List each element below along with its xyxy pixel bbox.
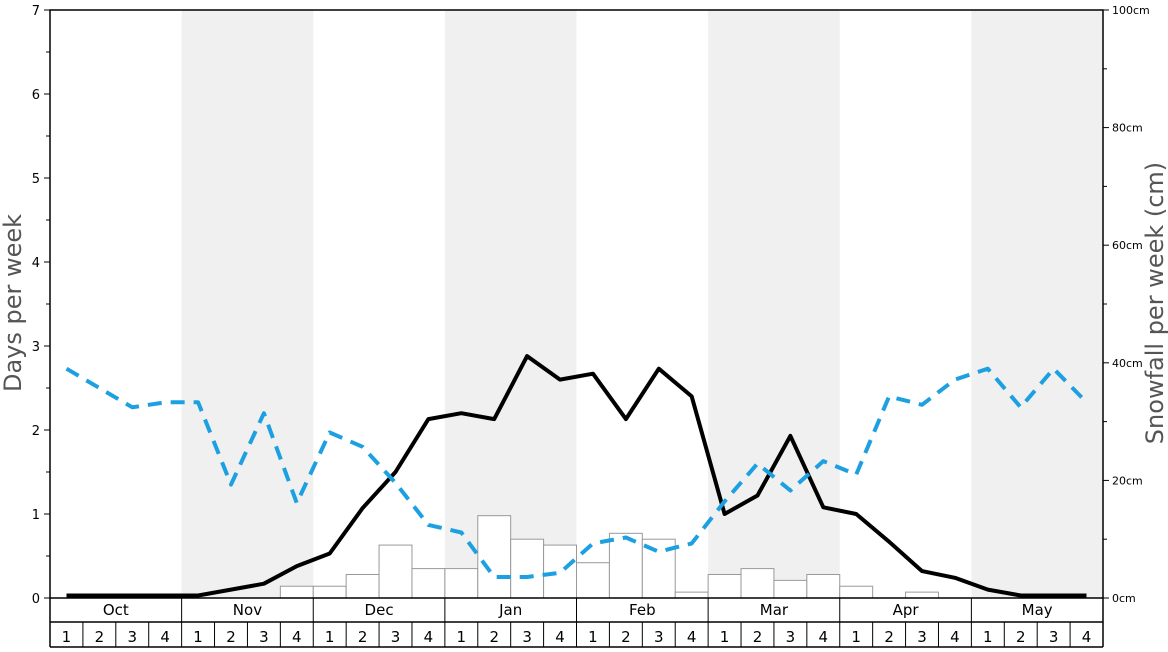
week-label: 3 [522, 628, 532, 646]
month-shade-jan [444, 10, 577, 598]
left-tick-label: 1 [32, 508, 40, 523]
week-label: 3 [391, 628, 401, 646]
data-lines [65, 354, 1088, 598]
snowfall-bar [707, 573, 742, 599]
snowfall-bar [279, 585, 314, 599]
snowfall-bar [543, 544, 577, 599]
week-label: 2 [1016, 628, 1026, 646]
left-tick-label: 5 [32, 172, 40, 187]
snowfall-bar [345, 573, 380, 599]
month-label: Oct [103, 601, 129, 619]
week-label: 3 [786, 628, 796, 646]
snowfall-bar [510, 538, 545, 599]
week-label: 2 [621, 628, 631, 646]
month-label: Feb [629, 601, 656, 619]
week-label: 3 [259, 628, 269, 646]
axes: 0 1 2 3 4 5 6 7 0cm 20cm 40cm 60cm 80cm 100cm Oct Nov De… [32, 4, 1150, 648]
snowfall-bar [839, 585, 874, 599]
week-label: 4 [424, 628, 434, 646]
snowfall-bar [378, 544, 413, 599]
week-label: 1 [62, 628, 72, 646]
month-label: Jan [498, 601, 522, 619]
week-label: 3 [1049, 628, 1059, 646]
week-label: 4 [950, 628, 960, 646]
week-label: 1 [193, 628, 203, 646]
week-label: 4 [687, 628, 697, 646]
week-label: 1 [588, 628, 598, 646]
month-label: Nov [233, 601, 262, 619]
week-label: 1 [325, 628, 335, 646]
left-tick-label: 0 [32, 592, 40, 607]
week-label: 2 [884, 628, 894, 646]
right-tick-label: 100cm [1112, 4, 1150, 17]
snowfall-bar [608, 532, 643, 599]
black-solid-line [66, 354, 1087, 598]
week-label: 1 [457, 628, 467, 646]
week-label: 4 [160, 628, 170, 646]
snowfall-bar [740, 568, 775, 599]
week-label: 2 [95, 628, 105, 646]
right-tick-label: 80cm [1112, 122, 1143, 135]
snowfall-bar [477, 515, 512, 599]
week-label: 1 [720, 628, 730, 646]
snowfall-bars [279, 515, 939, 599]
right-tick-label: 20cm [1112, 474, 1143, 487]
month-label: Mar [760, 601, 789, 619]
snowfall-bar [806, 573, 841, 599]
month-shade-mar [708, 10, 840, 598]
week-label: 3 [127, 628, 137, 646]
left-tick-label: 2 [32, 424, 40, 439]
week-label: 4 [819, 628, 829, 646]
axis-labels: Days per week Snowfall per week (cm) [0, 162, 1168, 444]
week-label: 4 [555, 628, 565, 646]
month-label: Dec [365, 601, 394, 619]
week-label: 1 [851, 628, 861, 646]
month-shade-nov [181, 10, 314, 598]
right-axis-title: Snowfall per week (cm) [1141, 162, 1168, 444]
left-tick-label: 4 [32, 256, 40, 271]
week-label: 1 [983, 628, 993, 646]
right-tick-label: 40cm [1112, 357, 1143, 370]
month-label: Apr [893, 601, 920, 619]
month-shade-may [971, 10, 1103, 598]
month-shading [181, 10, 1103, 598]
right-tick-label: 60cm [1112, 239, 1143, 252]
week-label: 2 [753, 628, 763, 646]
week-label: 4 [292, 628, 302, 646]
snowfall-bar [312, 585, 347, 599]
week-label: 3 [917, 628, 927, 646]
week-label: 2 [358, 628, 368, 646]
week-label: 2 [226, 628, 236, 646]
left-tick-label: 6 [32, 88, 40, 103]
right-tick-label: 0cm [1112, 592, 1136, 605]
month-label: May [1022, 601, 1053, 619]
week-label: 2 [489, 628, 499, 646]
left-tick-label: 7 [32, 4, 40, 19]
snowfall-bar [444, 568, 479, 599]
left-tick-label: 3 [32, 340, 40, 355]
snowfall-bar [411, 568, 446, 599]
snowfall-bar [576, 562, 610, 599]
snowfall-bar [773, 579, 808, 599]
week-label: 3 [654, 628, 664, 646]
week-label: 4 [1082, 628, 1092, 646]
snowfall-bar [674, 591, 709, 599]
snowfall-bar [905, 591, 939, 599]
left-axis-title: Days per week [0, 214, 27, 392]
